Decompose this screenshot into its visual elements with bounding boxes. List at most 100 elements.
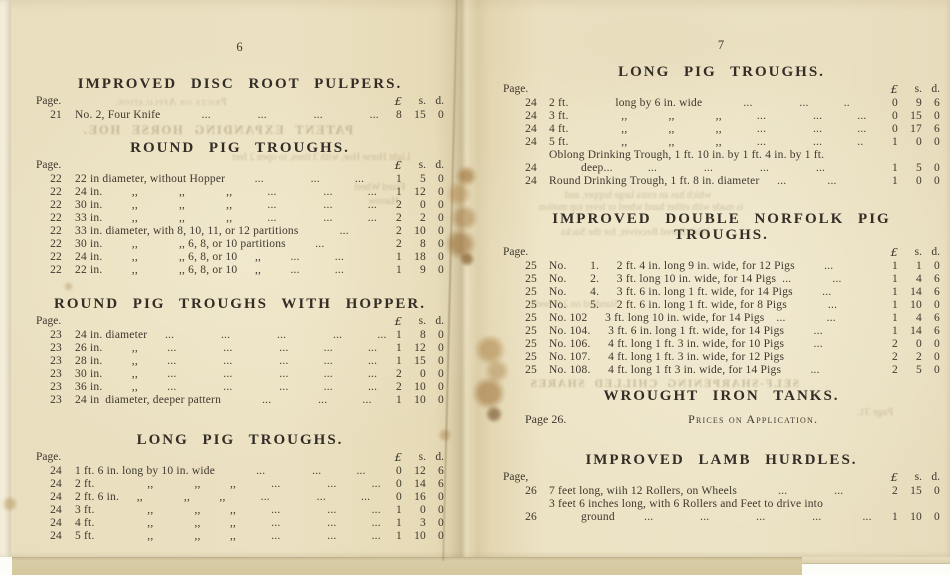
table-row: 23 30 in. ,, ... ... ... ... ... 2 0 0 xyxy=(36,368,444,381)
row-description: No. 106. 4 ft. long 1 ft. 3 in. wide, fo… xyxy=(549,338,878,351)
row-description: No. 5. 2 ft. 6 in. long 1 ft. wide, for … xyxy=(549,299,878,312)
row-page-ref: 22 xyxy=(50,212,62,224)
pound-column-label: £ xyxy=(394,94,402,108)
pence-column-label: d. xyxy=(435,315,444,327)
row-description-line: 22 in diameter, without Hopper ... ... .… xyxy=(75,173,365,185)
price-pence: 6 xyxy=(934,97,940,109)
price-shillings: 14 xyxy=(414,478,426,490)
price-pounds: 1 xyxy=(396,173,402,185)
pound-column-label: £ xyxy=(890,245,898,259)
row-description-line: 2 ft. ,, ,, ,, ... ... ... xyxy=(75,478,381,490)
row-description-line: No. 1. 2 ft. 4 in. long 9 in. wide, for … xyxy=(549,260,834,272)
price-pounds: 1 xyxy=(892,136,898,148)
price-pence: 0 xyxy=(934,364,940,376)
row-description-continuation: ground ... ... ... ... ... xyxy=(581,511,872,523)
price-pence: 6 xyxy=(934,273,940,285)
row-page-ref: 22 xyxy=(50,199,62,211)
row-description: 1 ft. 6 in. long by 10 in. wide ... ... … xyxy=(75,465,382,478)
section: IMPROVED LAMB HURDLES. Page, £ s. d. 26 7 feet… xyxy=(503,452,940,524)
row-page-ref: 25 xyxy=(525,312,537,324)
price-pounds: 2 xyxy=(892,351,898,363)
table-header: Page. £ s. d. xyxy=(503,83,940,95)
table-row: 22 30 in. ,, ,, 6, 8, or 10 partitions ..… xyxy=(36,238,444,251)
price-shillings: 15 xyxy=(910,110,922,122)
row-page-ref: 23 xyxy=(50,381,62,393)
price-pence: 0 xyxy=(438,517,444,529)
row-description: No. 4. 3 ft. 6 in. long 1 ft. wide, for … xyxy=(549,286,878,299)
section-title: IMPROVED LAMB HURDLES. xyxy=(585,452,858,468)
table-header: Page. £ s. d. xyxy=(36,451,444,463)
price-pounds: 0 xyxy=(396,465,402,477)
table-row: 23 28 in. ,, ... ... ... ... ... 1 15 0 xyxy=(36,355,444,368)
price-pounds: 1 xyxy=(396,355,402,367)
price-shillings: 8 xyxy=(420,329,426,341)
price-pence: 0 xyxy=(438,394,444,406)
price-shillings: 16 xyxy=(414,491,426,503)
row-description: 30 in. ,, ... ... ... ... ... xyxy=(75,368,382,381)
row-description-line: 22 in. ,, ,, 6, 8, or 10 ,, ... ... xyxy=(75,264,345,276)
price-pence: 6 xyxy=(438,465,444,477)
table-row: 23 26 in. ,, ... ... ... ... ... 1 12 0 xyxy=(36,342,444,355)
table-row: 24 5 ft. ,, ,, ,, ... ... ... 1 10 0 xyxy=(36,530,444,543)
row-page-ref: 26 xyxy=(525,511,537,523)
shillings-column-label: s. xyxy=(914,83,922,95)
price-pence: 0 xyxy=(934,110,940,122)
price-pounds: 1 xyxy=(396,342,402,354)
row-description: 30 in. ,, ,, ,, ... ... ... xyxy=(75,199,382,212)
table-row: 24 5 ft. ,, ,, ,, ... ... .. 1 0 0 xyxy=(503,136,940,149)
price-shillings: 15 xyxy=(910,485,922,497)
row-description: 2 ft. long by 6 in. wide ... ... .. xyxy=(549,97,878,110)
price-pounds: 1 xyxy=(892,325,898,337)
price-shillings: 5 xyxy=(420,173,426,185)
note-row: Page 26. Prices on Application. xyxy=(503,412,940,426)
section: ROUND PIG TROUGHS. Page. £ s. d. 22 22 in diam… xyxy=(36,140,444,277)
table-row: 24 2 ft. ,, ,, ,, ... ... ... 0 14 6 xyxy=(36,478,444,491)
row-description-line: No. 102 3 ft. long 10 in. wide, for 14 P… xyxy=(549,312,836,324)
price-shillings: 4 xyxy=(916,312,922,324)
row-description: 33 in. ,, ,, ,, ... ... ... xyxy=(75,212,382,225)
row-page-ref: 23 xyxy=(50,394,62,406)
section: LONG PIG TROUGHS. Page. £ s. d. 24 1 ft. 6 in.… xyxy=(36,432,444,543)
row-page-ref: 25 xyxy=(525,325,537,337)
pound-column-label: £ xyxy=(394,450,402,464)
table-row: 25 No. 2. 3 ft. long 10 in. wide, for 14 … xyxy=(503,273,940,286)
row-description-line: 1 ft. 6 in. long by 10 in. wide ... ... … xyxy=(75,465,366,477)
table-row: 21 No. 2, Four Knife ... ... ... ... 8 15 0 xyxy=(36,109,444,122)
price-pounds: 1 xyxy=(396,264,402,276)
price-shillings: 14 xyxy=(910,286,922,298)
table-row: 22 24 in. ,, ,, ,, ... ... ... 1 12 0 xyxy=(36,186,444,199)
row-description-line: 2 ft. long by 6 in. wide ... ... .. xyxy=(549,97,850,109)
row-description-line: No. 2. 3 ft. long 10 in. wide, for 14 Pi… xyxy=(549,273,842,285)
row-description-line: No. 108. 4 ft. long 1 ft 3 in. wide, for… xyxy=(549,364,820,376)
pound-column-label: £ xyxy=(890,82,898,96)
row-page-ref: 24 xyxy=(525,110,537,122)
price-pounds: 1 xyxy=(892,286,898,298)
price-pounds: 0 xyxy=(892,123,898,135)
price-pence: 0 xyxy=(438,342,444,354)
shillings-column-label: s. xyxy=(914,246,922,258)
price-shillings: 0 xyxy=(916,175,922,187)
row-description: No. 2. 3 ft. long 10 in. wide, for 14 Pi… xyxy=(549,273,878,286)
row-description: 24 in diameter, deeper pattern ... ... .… xyxy=(75,394,382,407)
note-text: Prices on Application. xyxy=(688,412,819,426)
table-row: 25 No. 1. 2 ft. 4 in. long 9 in. wide, fo… xyxy=(503,260,940,273)
shillings-column-label: s. xyxy=(418,315,426,327)
price-pounds: 0 xyxy=(396,478,402,490)
price-shillings: 10 xyxy=(414,225,426,237)
row-description-line: 4 ft. ,, ,, ,, ... ... ... xyxy=(549,123,867,135)
price-shillings: 15 xyxy=(414,355,426,367)
price-shillings: 18 xyxy=(414,251,426,263)
table-header: Page. £ s. d. xyxy=(503,246,940,258)
underlying-page-edge xyxy=(12,557,802,575)
row-page-ref: 25 xyxy=(525,286,537,298)
section: LONG PIG TROUGHS. Page. £ s. d. 24 2 ft. long … xyxy=(503,64,940,188)
price-shillings: 12 xyxy=(414,342,426,354)
bleed-through-text: PATENT EXPANDING HORSE HOE. xyxy=(82,123,354,137)
row-description: 26 in. ,, ... ... ... ... ... xyxy=(75,342,382,355)
row-page-ref: 24 xyxy=(50,465,62,477)
table-row: 24 3 ft. ,, ,, ,, ... ... ... 1 0 0 xyxy=(36,504,444,517)
price-pounds: 1 xyxy=(892,260,898,272)
price-pounds: 1 xyxy=(396,394,402,406)
section-title: IMPROVED DISC ROOT PULPERS. xyxy=(77,76,403,92)
price-pounds: 2 xyxy=(396,238,402,250)
